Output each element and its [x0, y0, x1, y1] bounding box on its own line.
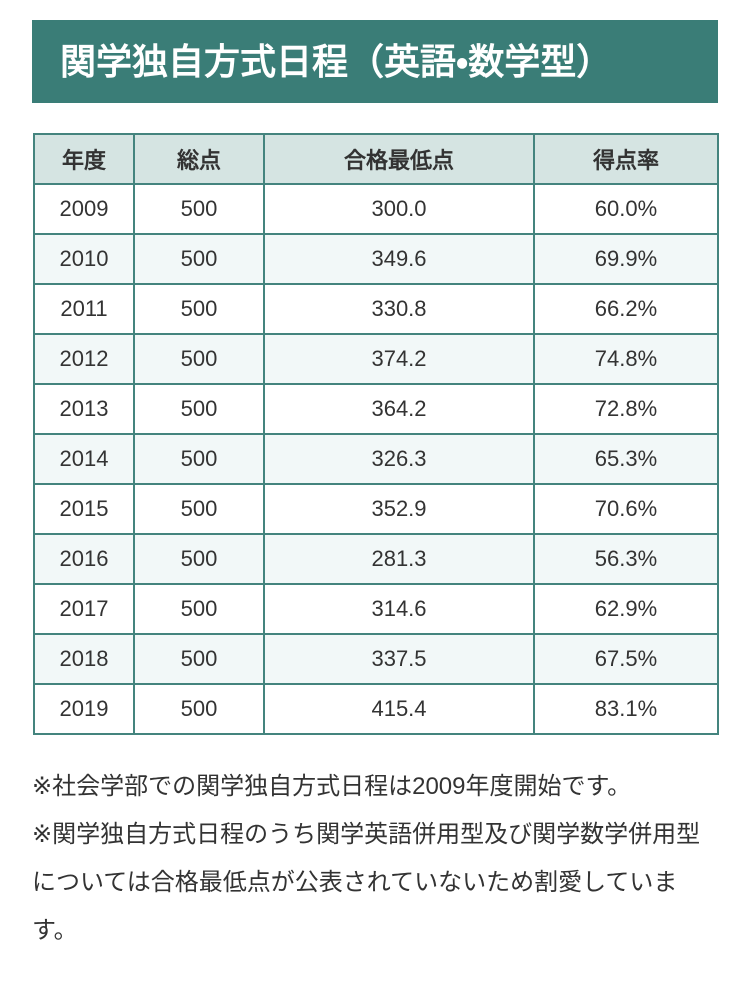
cell-year: 2015: [33, 483, 135, 535]
cell-min-passing-score: 364.2: [263, 383, 535, 435]
cell-year: 2011: [33, 283, 135, 335]
table-row: 2011 500 330.8 66.2%: [33, 283, 719, 335]
col-header-min-passing-score: 合格最低点: [263, 133, 535, 185]
col-header-year: 年度: [33, 133, 135, 185]
cell-min-passing-score: 415.4: [263, 683, 535, 735]
cell-score-rate: 60.0%: [533, 183, 719, 235]
table-row: 2012 500 374.2 74.8%: [33, 333, 719, 385]
cell-score-rate: 56.3%: [533, 533, 719, 585]
cell-score-rate: 72.8%: [533, 383, 719, 435]
notes: ※社会学部での関学独自方式日程は2009年度開始です。 ※関学独自方式日程のうち…: [32, 763, 718, 955]
cell-min-passing-score: 314.6: [263, 583, 535, 635]
cell-year: 2012: [33, 333, 135, 385]
cell-total-points: 500: [133, 333, 265, 385]
table-body: 2009 500 300.0 60.0% 2010 500 349.6 69.9% 2011 50…: [33, 183, 719, 735]
cell-year: 2017: [33, 583, 135, 635]
table-header-row: 年度 総点 合格最低点 得点率: [33, 133, 719, 185]
cell-year: 2014: [33, 433, 135, 485]
table-row: 2009 500 300.0 60.0%: [33, 183, 719, 235]
cell-score-rate: 70.6%: [533, 483, 719, 535]
cell-score-rate: 65.3%: [533, 433, 719, 485]
cell-min-passing-score: 352.9: [263, 483, 535, 535]
scores-table: 年度 総点 合格最低点 得点率 2009 500 300.0 60.0% 2010 500 349…: [33, 133, 719, 735]
table-row: 2019 500 415.4 83.1%: [33, 683, 719, 735]
cell-min-passing-score: 326.3: [263, 433, 535, 485]
cell-total-points: 500: [133, 533, 265, 585]
cell-total-points: 500: [133, 483, 265, 535]
cell-year: 2019: [33, 683, 135, 735]
section-title: 関学独自方式日程（英語・数学型）: [60, 40, 613, 82]
cell-min-passing-score: 374.2: [263, 333, 535, 385]
cell-total-points: 500: [133, 183, 265, 235]
cell-score-rate: 74.8%: [533, 333, 719, 385]
table-row: 2013 500 364.2 72.8%: [33, 383, 719, 435]
table-row: 2010 500 349.6 69.9%: [33, 233, 719, 285]
cell-total-points: 500: [133, 583, 265, 635]
cell-score-rate: 83.1%: [533, 683, 719, 735]
table-row: 2014 500 326.3 65.3%: [33, 433, 719, 485]
table-row: 2018 500 337.5 67.5%: [33, 633, 719, 685]
cell-year: 2009: [33, 183, 135, 235]
col-header-score-rate: 得点率: [533, 133, 719, 185]
cell-score-rate: 66.2%: [533, 283, 719, 335]
note-line-1: ※社会学部での関学独自方式日程は2009年度開始です。: [32, 773, 632, 800]
cell-total-points: 500: [133, 633, 265, 685]
table-row: 2016 500 281.3 56.3%: [33, 533, 719, 585]
cell-total-points: 500: [133, 683, 265, 735]
section-header-banner: 関学独自方式日程（英語・数学型）: [32, 20, 718, 103]
cell-min-passing-score: 349.6: [263, 233, 535, 285]
cell-min-passing-score: 300.0: [263, 183, 535, 235]
cell-min-passing-score: 337.5: [263, 633, 535, 685]
page: 関学独自方式日程（英語・数学型） 年度 総点 合格最低点 得点率 2009 500 300…: [32, 20, 719, 955]
note-line-2: ※関学独自方式日程のうち関学英語併用型及び関学数学併用型については合格最低点が公…: [32, 821, 701, 944]
cell-total-points: 500: [133, 433, 265, 485]
cell-score-rate: 69.9%: [533, 233, 719, 285]
cell-min-passing-score: 281.3: [263, 533, 535, 585]
cell-total-points: 500: [133, 233, 265, 285]
cell-total-points: 500: [133, 383, 265, 435]
cell-score-rate: 62.9%: [533, 583, 719, 635]
cell-score-rate: 67.5%: [533, 633, 719, 685]
cell-year: 2010: [33, 233, 135, 285]
col-header-total-points: 総点: [133, 133, 265, 185]
cell-min-passing-score: 330.8: [263, 283, 535, 335]
table-row: 2015 500 352.9 70.6%: [33, 483, 719, 535]
cell-total-points: 500: [133, 283, 265, 335]
table-row: 2017 500 314.6 62.9%: [33, 583, 719, 635]
cell-year: 2018: [33, 633, 135, 685]
cell-year: 2016: [33, 533, 135, 585]
cell-year: 2013: [33, 383, 135, 435]
